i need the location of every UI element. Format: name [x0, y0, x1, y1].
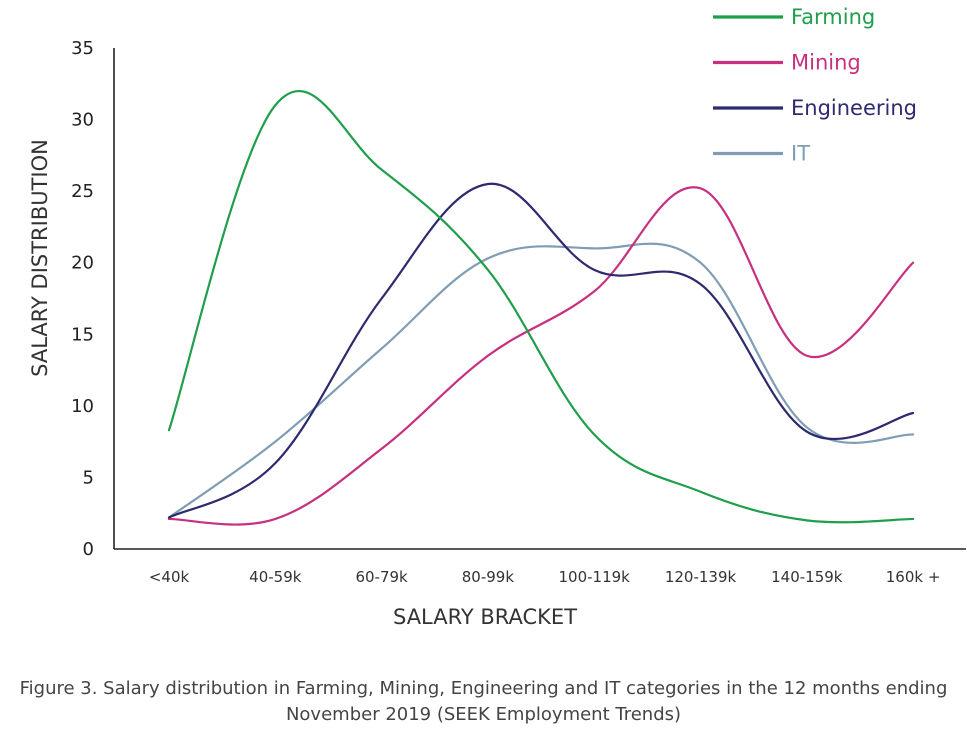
- y-tick-label: 15: [71, 324, 94, 345]
- x-tick-label: 100-119k: [559, 568, 631, 586]
- line-chart: 0 5 10 15 20 25 30 35 <40k 40-59k 60-79k 80-99k 100…: [28, 5, 966, 629]
- y-axis-title: SALARY DISTRIBUTION: [28, 139, 52, 377]
- x-tick-label: 80-99k: [462, 568, 515, 586]
- legend-label-it: IT: [791, 142, 810, 166]
- x-tick-label: 160k +: [886, 568, 941, 586]
- y-tick-label: 25: [71, 181, 94, 202]
- legend-label-mining: Mining: [791, 51, 861, 75]
- x-tick-label: 120-139k: [665, 568, 737, 586]
- x-tick-label: 60-79k: [355, 568, 408, 586]
- series-line-farming: [167, 89, 915, 524]
- y-tick-label: 30: [71, 110, 94, 131]
- series-line-mining: [167, 186, 915, 526]
- y-tick-label: 20: [71, 253, 94, 274]
- legend-label-farming: Farming: [791, 5, 875, 29]
- figure-caption: Figure 3. Salary distribution in Farming…: [19, 678, 948, 725]
- legend: Farming Mining Engineering IT: [713, 5, 917, 166]
- y-tick-label: 10: [71, 396, 94, 417]
- series-line-engineering: [167, 182, 915, 519]
- x-tick-label: <40k: [149, 568, 190, 586]
- x-axis-title: SALARY BRACKET: [393, 605, 577, 629]
- legend-label-engineering: Engineering: [791, 96, 917, 120]
- series-lines: [167, 89, 915, 526]
- x-tick-label: 140-159k: [771, 568, 843, 586]
- series-line-it: [167, 242, 915, 519]
- y-tick-labels: 0 5 10 15 20 25 30 35: [71, 38, 94, 560]
- y-tick-label: 35: [71, 38, 94, 59]
- chart-axes: [113, 48, 966, 550]
- x-tick-labels: <40k 40-59k 60-79k 80-99k 100-119k 120-139k 14…: [149, 568, 941, 586]
- y-tick-label: 0: [83, 539, 94, 560]
- y-tick-label: 5: [83, 467, 94, 488]
- x-tick-label: 40-59k: [249, 568, 302, 586]
